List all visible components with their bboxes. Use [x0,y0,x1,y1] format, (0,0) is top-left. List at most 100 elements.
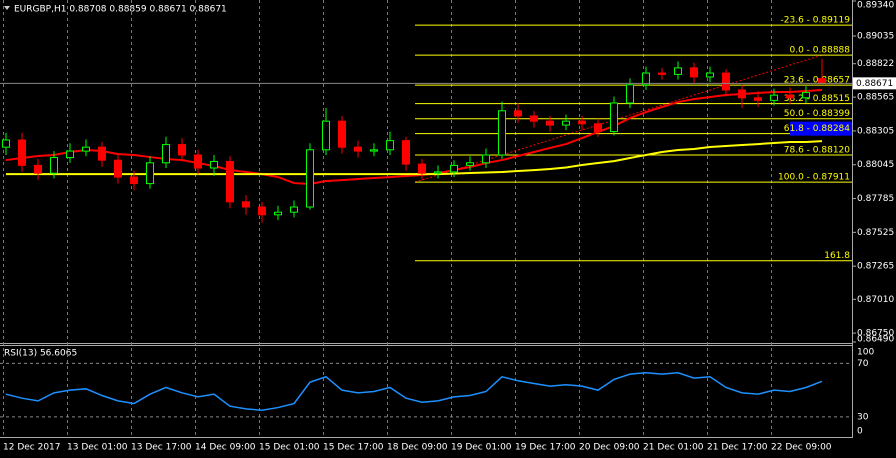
candle-body [18,139,26,166]
moving-average [6,140,823,176]
x-tick-label: 22 Dec 09:00 [771,443,832,453]
candle-body [466,162,474,166]
x-tick-label: 20 Dec 09:00 [579,443,640,453]
candle-body [386,140,394,151]
chart-title: EURGBP,H1 0.88708 0.88859 0.88671 0.8867… [14,5,227,15]
candle-body [258,206,266,216]
candle-body [146,162,154,185]
candle-body [498,110,506,156]
y-tick-label: 0.89340 [857,1,894,11]
candle-body [130,176,138,185]
x-tick-label: 13 Dec 17:00 [131,443,192,453]
y-tick-label: 0.87010 [857,295,894,305]
candle-body [418,163,426,174]
x-tick-label: 19 Dec 17:00 [515,443,576,453]
fib-highlight [790,121,852,136]
x-tick-label: 21 Dec 01:00 [643,443,704,453]
candle-body [754,97,762,101]
fib-label: 78.6 - 0.88120 [784,145,850,155]
symbol-icon [4,6,10,10]
candle-body [178,144,186,156]
rsi-title: RSI(13) 56.6065 [4,349,77,359]
x-tick-label: 14 Dec 09:00 [195,443,256,453]
y-tick-label: 0.86490 [857,335,894,345]
candle-body [274,211,282,216]
rsi-tick-label: 70 [857,359,869,369]
candle-body [706,72,714,78]
y-tick-label: 0.86750 [857,329,894,339]
y-tick-label: 0.88565 [857,93,894,103]
candle-body [690,67,698,78]
candle-body [242,201,250,208]
candle-body [434,171,442,174]
y-tick-label: 0.87525 [857,228,894,238]
last-price-label: 0.88671 [856,79,893,89]
candle-body [818,78,826,84]
candle-body [34,164,42,174]
y-tick-label: 0.87265 [857,262,894,272]
moving-average [5,88,823,185]
y-tick-label: 0.87785 [857,194,894,204]
candle-body [674,67,682,75]
fib-label: 0.0 - 0.88888 [790,46,851,56]
candle-body [50,157,58,174]
candle-body [370,149,378,152]
candle-body [578,120,586,125]
candle-body [322,120,330,151]
candle-body [162,144,170,164]
candle-body [514,110,522,117]
fib-label: -23.6 - 0.89119 [781,16,851,26]
candle-body [802,92,810,99]
fib-label: 161.8 [824,251,850,261]
rsi-tick-label: 30 [857,412,869,422]
candle-body [786,94,794,99]
fib-label: 61.8 - 0.88284 [784,124,850,134]
candle-body [626,84,634,104]
x-tick-label: 15 Dec 17:00 [323,443,384,453]
rsi-tick-label: 100 [857,348,874,358]
last-price-box [853,77,896,90]
candle-body [482,154,490,164]
candle-body [562,120,570,126]
candle-body [66,150,74,159]
x-tick-label: 19 Dec 01:00 [451,443,512,453]
candle-body [226,160,234,203]
candle-body [354,146,362,152]
candle-body [114,159,122,178]
x-tick-label: 18 Dec 09:00 [387,443,448,453]
x-tick-label: 13 Dec 01:00 [67,443,128,453]
x-tick-label: 12 Dec 2017 [3,443,61,453]
x-tick-label: 15 Dec 01:00 [259,443,320,453]
candle-body [642,72,650,86]
fib-label: 100.0 - 0.87911 [778,173,850,183]
fib-label: 38.2 - 0.88515 [784,94,850,104]
candle-body [210,160,218,169]
candle-body [610,102,618,133]
candle-body [530,115,538,122]
y-tick-label: 0.88822 [857,59,894,69]
candle-body [546,120,554,126]
candle-body [770,94,778,101]
rsi-tick-label: 0 [857,427,863,437]
candle-body [338,120,346,148]
fib-label: 50.0 - 0.88399 [784,109,850,119]
y-tick-label: 0.89035 [857,32,894,42]
candle-body [658,72,666,75]
rsi-line [5,372,823,411]
candle-body [290,206,298,213]
candle-body [738,89,746,99]
candle-body [98,146,106,161]
candle-body [402,140,410,165]
candle-body [82,146,90,152]
candle-body [306,149,314,208]
x-tick-label: 21 Dec 17:00 [707,443,768,453]
y-tick-label: 0.88305 [857,126,894,136]
candle-body [450,164,458,173]
candle-body [194,154,202,169]
y-tick-label: 0.88045 [857,160,894,170]
candle-body [722,72,730,91]
candle-body [2,139,10,148]
fib-label: 23.6 - 0.88657 [784,76,850,86]
